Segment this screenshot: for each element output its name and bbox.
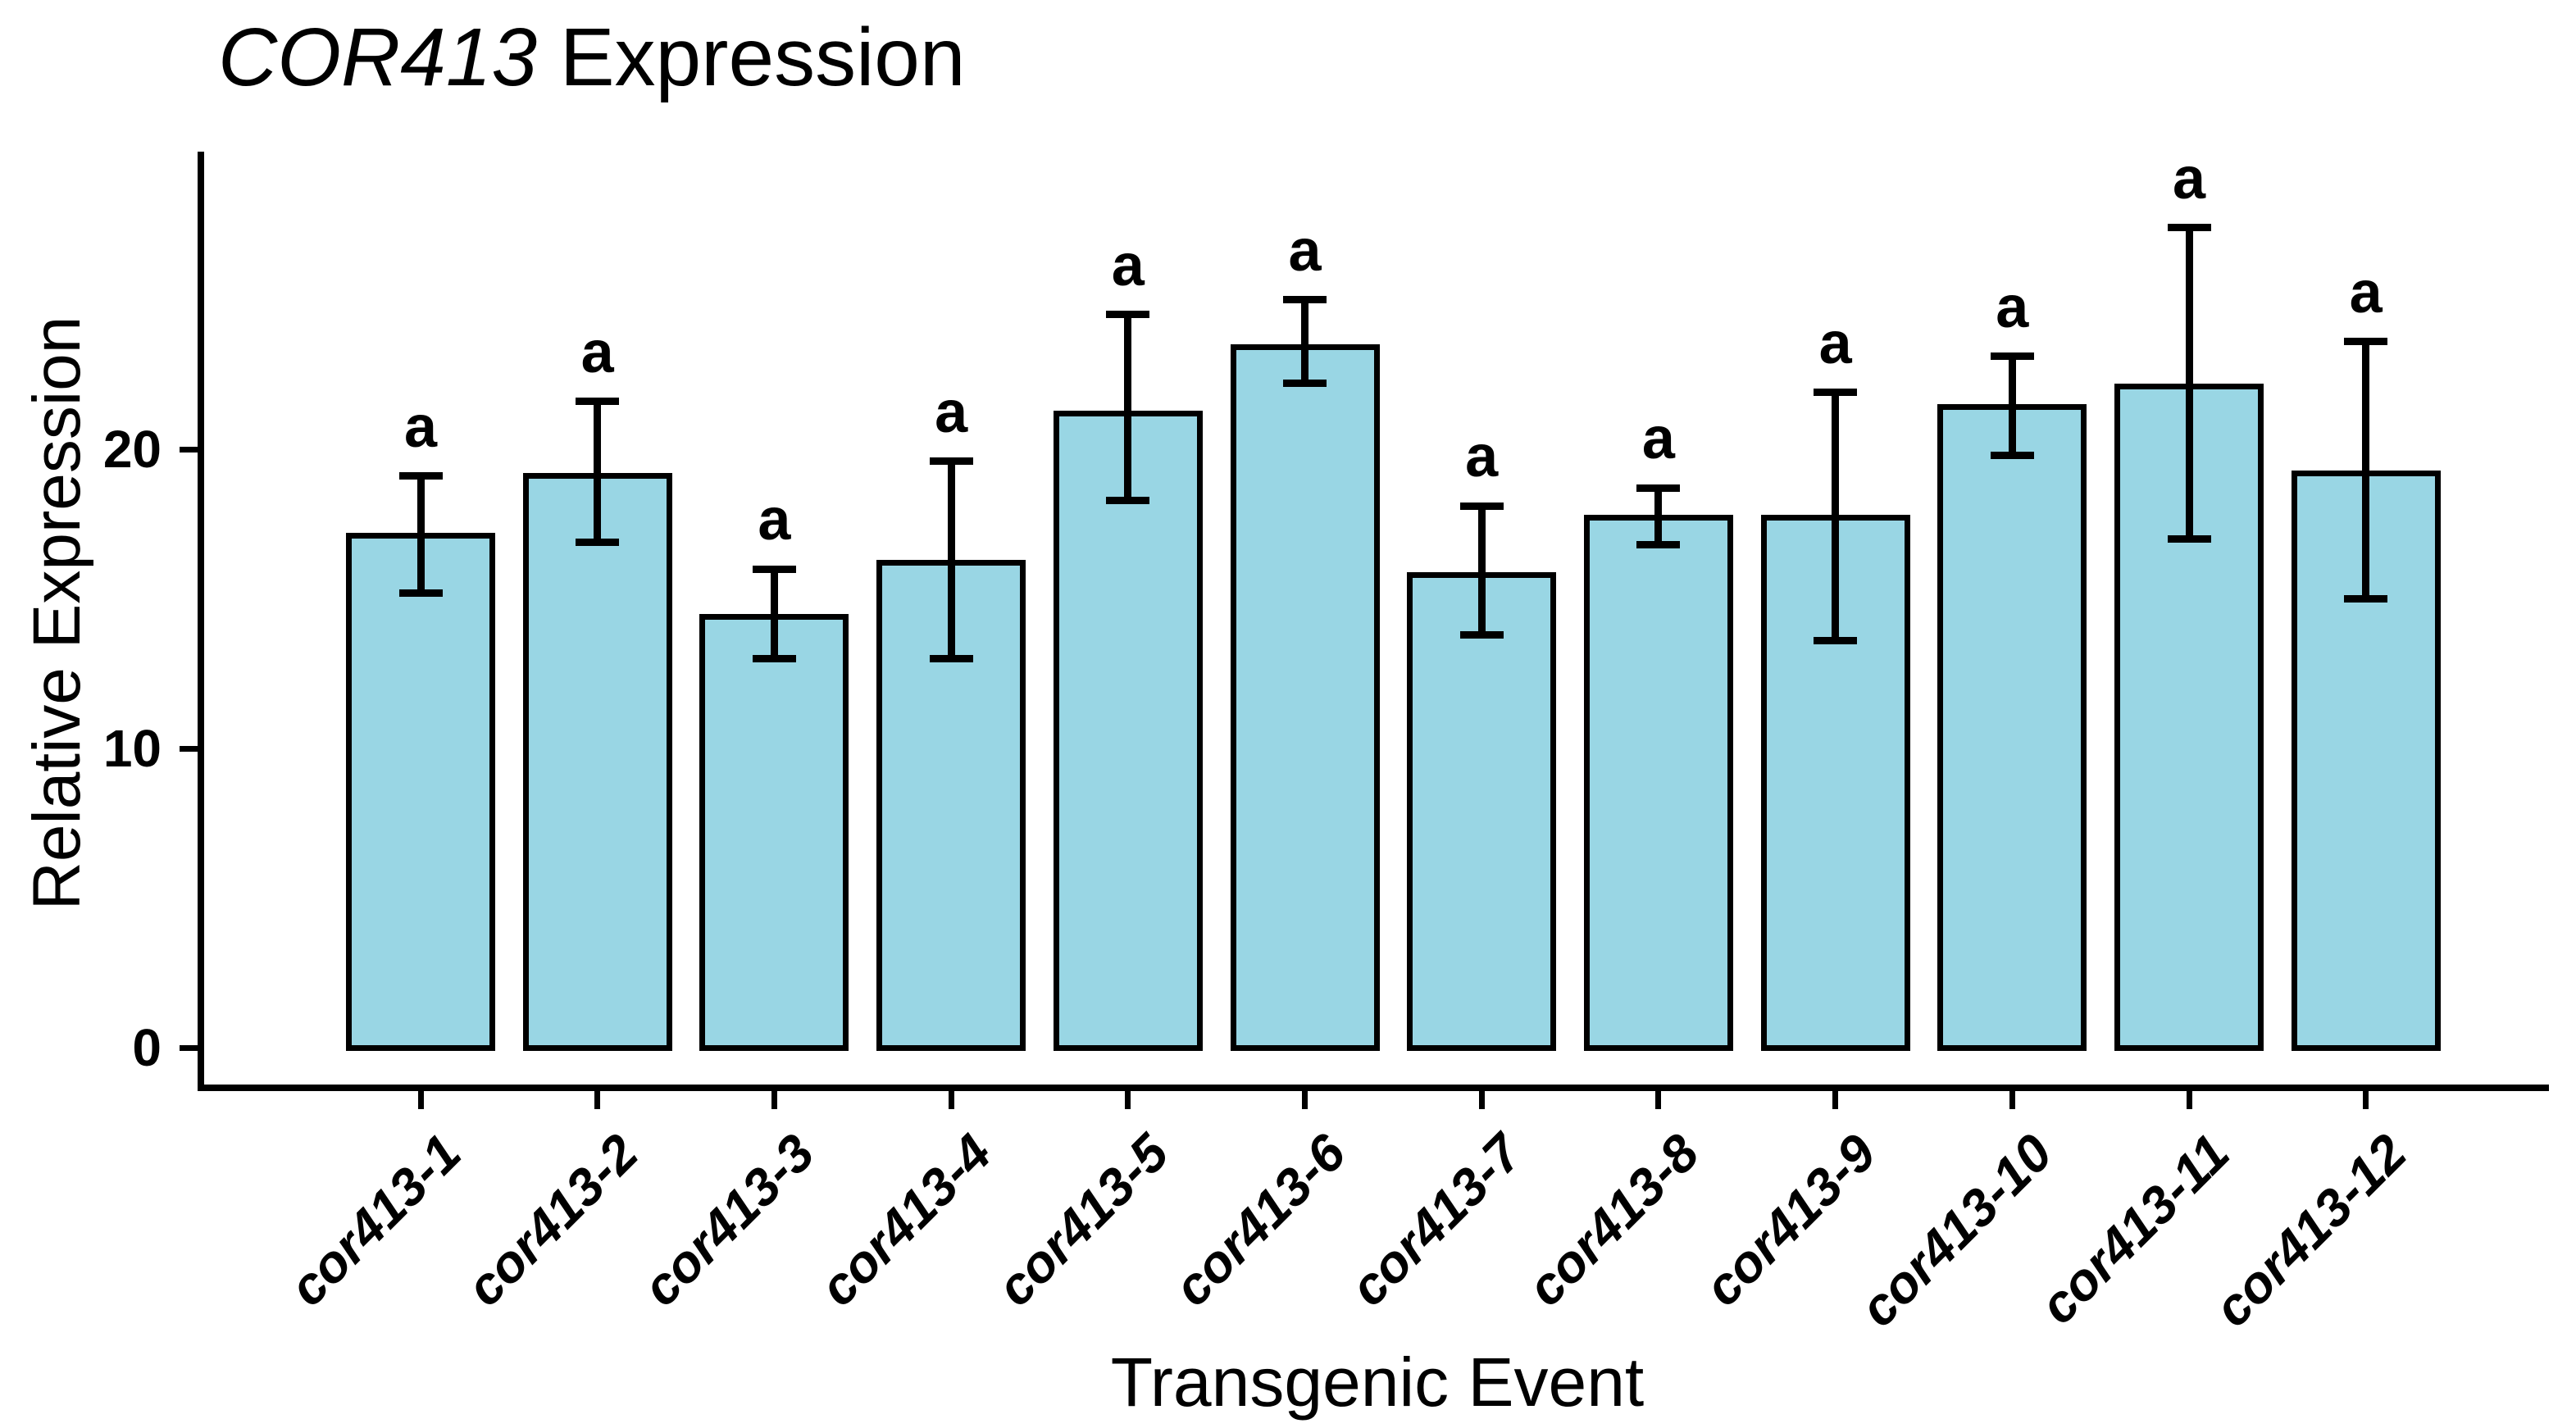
x-tick-mark [1832,1091,1839,1109]
error-bar-line [1301,299,1308,384]
bar [1230,344,1380,1051]
error-bar-line [1654,488,1663,545]
y-tick-label: 20 [102,420,162,479]
y-tick-label: 0 [132,1018,162,1077]
error-bar-cap-top [576,398,620,406]
significance-letter: a [1111,232,1145,298]
y-tick-mark [180,745,198,752]
y-axis-line [198,152,204,1091]
significance-letter: a [580,319,614,385]
error-bar-cap-bottom [1283,380,1327,388]
error-bar-line [2008,356,2016,456]
error-bar-cap-bottom [1990,451,2034,459]
x-tick-mark [1478,1091,1485,1109]
error-bar-cap-top [1814,389,1858,397]
error-bar-line [2185,227,2193,539]
error-bar-cap-top [398,472,443,480]
error-bar-cap-top [1990,352,2034,361]
error-bar-cap-bottom [752,655,796,662]
error-bar-cap-top [1283,296,1327,303]
x-axis-title: Transgenic Event [1110,1344,1645,1421]
error-bar-line [1124,314,1132,501]
x-tick-mark [1655,1091,1662,1109]
x-tick-mark [1125,1091,1131,1109]
x-tick-mark [771,1091,777,1109]
y-tick-mark [180,446,198,453]
significance-letter: a [935,379,968,445]
error-bar-line [416,475,425,593]
significance-letter: a [1996,274,2029,340]
error-bar-cap-bottom [398,589,443,597]
error-bar-cap-bottom [1636,541,1681,549]
bar [699,613,849,1051]
bar [522,473,672,1051]
y-tick-label: 10 [102,719,162,778]
error-bar-line [1477,506,1486,635]
significance-letter: a [2172,145,2206,211]
bar [1937,404,2087,1051]
bar [1407,571,1557,1051]
error-bar-cap-bottom [2167,535,2211,543]
error-bar-cap-top [2167,224,2211,232]
significance-letter: a [1641,406,1675,472]
x-axis-line [198,1085,2549,1091]
error-bar-cap-bottom [1106,496,1150,504]
chart-title-suffix: Expression [537,11,966,103]
error-bar-cap-bottom [2344,595,2388,603]
chart-title-gene-italic: COR413 [218,11,538,103]
bar [1583,515,1733,1051]
x-tick-mark [2363,1091,2369,1109]
bar [1053,410,1203,1051]
significance-letter: a [403,393,438,460]
error-bar-cap-top [929,457,973,466]
error-bar-cap-top [1106,311,1150,319]
error-bar-cap-top [2344,338,2388,346]
error-bar-line [770,569,778,659]
error-bar-cap-top [1459,502,1504,510]
y-tick-mark [180,1044,198,1051]
x-tick-mark [417,1091,424,1109]
error-bar-line [1832,392,1840,641]
significance-letter: a [1818,310,1852,376]
error-bar-line [947,461,955,659]
error-bar-line [2362,341,2370,599]
significance-letter: a [1465,424,1499,490]
x-tick-mark [1302,1091,1308,1109]
x-tick-mark [2009,1091,2015,1109]
x-tick-mark [594,1091,601,1109]
bar [346,533,495,1051]
significance-letter: a [1288,217,1322,284]
error-bar-line [594,401,602,543]
error-bar-cap-top [752,565,796,573]
x-tick-mark [948,1091,954,1109]
error-bar-cap-bottom [1459,630,1504,639]
error-bar-cap-bottom [929,655,973,662]
significance-letter: a [2349,259,2383,325]
error-bar-cap-bottom [576,538,620,546]
significance-letter: a [758,487,791,553]
error-bar-cap-bottom [1814,637,1858,645]
error-bar-cap-top [1636,484,1681,492]
chart-title: COR413 Expression [218,15,966,100]
x-tick-mark [2186,1091,2192,1109]
